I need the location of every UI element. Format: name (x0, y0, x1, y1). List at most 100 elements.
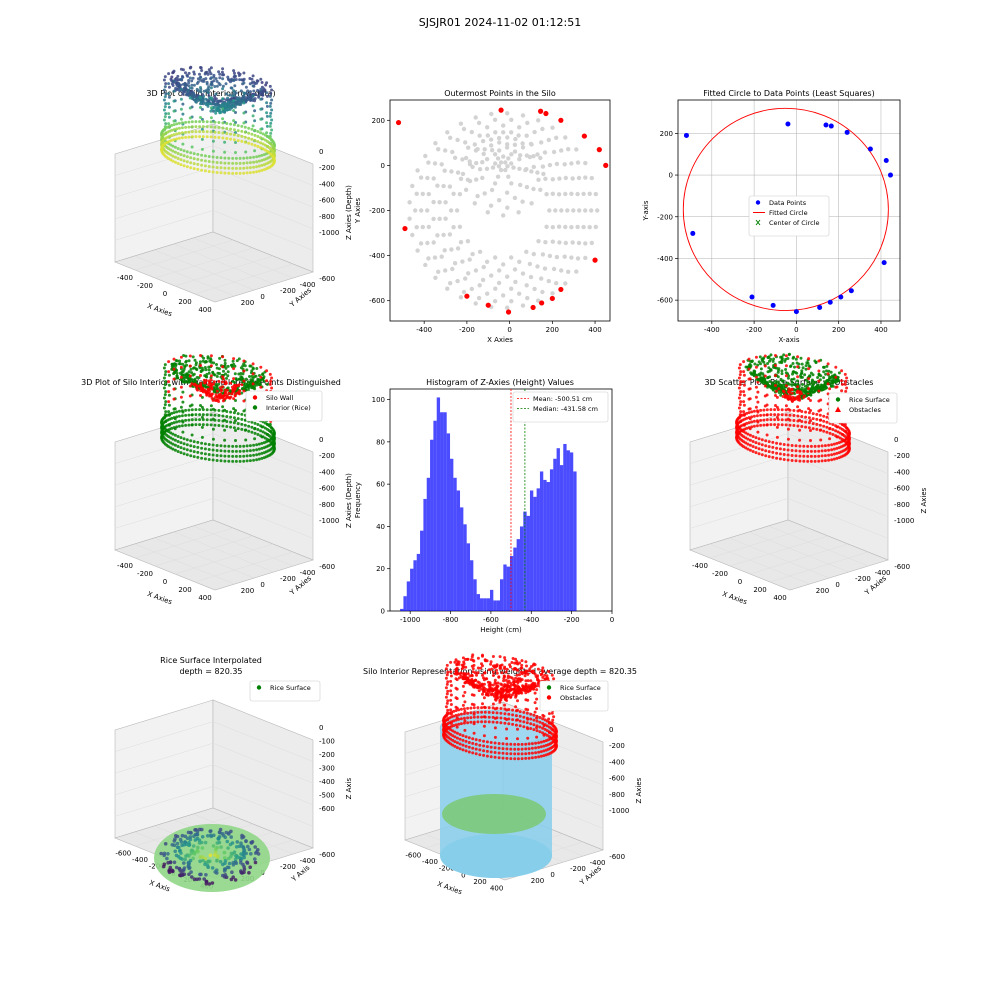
x-axis-label: X Axies (436, 880, 463, 896)
inner-point (482, 191, 487, 196)
wall-point (207, 155, 211, 158)
inner-point (505, 205, 510, 210)
wall-point (817, 389, 821, 393)
outer-point (596, 147, 602, 153)
wall-point (194, 125, 198, 129)
inner-point (501, 123, 506, 128)
panel-title: Fitted Circle to Data Points (Least Squa… (703, 89, 874, 98)
inner-point (439, 162, 444, 167)
wall-point (800, 425, 804, 428)
inner-point (414, 225, 419, 230)
wall-point (221, 405, 225, 409)
wall-point (184, 130, 188, 134)
wall-point (171, 144, 175, 148)
inner-point (488, 203, 494, 208)
interior-point (203, 360, 207, 364)
wall-point (200, 163, 204, 167)
wall-point (259, 375, 263, 379)
interior-point (793, 365, 796, 369)
wall-point (223, 444, 227, 448)
wall-point (172, 377, 176, 381)
inner-point (469, 129, 474, 135)
wall-point (255, 155, 259, 159)
wall-point (250, 420, 254, 424)
wall-point (831, 428, 835, 431)
wall-point (497, 756, 501, 760)
wall-point (474, 738, 478, 742)
inner-point (569, 191, 574, 196)
x-tick-label: -400 (416, 326, 432, 334)
interior-point (190, 79, 194, 83)
inner-point (556, 224, 562, 229)
x-axis-label: X Axies (146, 302, 173, 318)
interior-point (214, 77, 218, 81)
interior-point (477, 689, 481, 693)
interior-point (495, 671, 499, 675)
wall-point (746, 447, 750, 451)
histogram-bar (416, 553, 421, 611)
wall-point (497, 742, 501, 745)
inner-point (418, 175, 424, 180)
wall-point (238, 459, 242, 463)
surface-point (212, 853, 217, 857)
interior-point (192, 83, 196, 87)
interior-point (781, 383, 785, 387)
wall-point (209, 354, 213, 358)
wall-point (162, 98, 166, 102)
wall-point (196, 157, 200, 161)
wall-point (187, 413, 191, 417)
wall-point (265, 91, 269, 95)
x-tick-label: -200 (439, 865, 455, 873)
wall-point (530, 742, 534, 746)
inner-point (489, 148, 495, 153)
inner-point (452, 155, 458, 160)
wall-point (840, 369, 844, 373)
inner-point (488, 137, 494, 142)
wall-point (227, 459, 231, 463)
wall-point (172, 397, 176, 401)
wall-point (827, 448, 831, 452)
wall-point (458, 733, 462, 736)
x-tick-label: 200 (178, 298, 191, 306)
interior-point (493, 681, 497, 684)
interior-point (536, 678, 539, 682)
interior-point (214, 111, 218, 115)
interior-point (248, 82, 252, 86)
inner-point (493, 130, 498, 135)
wall-point (163, 383, 167, 387)
wall-point (476, 715, 480, 719)
interior-point (780, 372, 784, 376)
surface-point (226, 846, 230, 850)
figure-suptitle: SJSJR01 2024-11-02 01:12:51 (418, 16, 582, 29)
interior-point (473, 685, 477, 688)
wall-point (471, 746, 475, 750)
wall-point (541, 666, 545, 670)
interior-point (255, 383, 259, 387)
wall-point (835, 456, 839, 460)
interior-point (188, 91, 192, 95)
wall-point (472, 711, 476, 715)
inner-point (473, 148, 479, 153)
wall-point (188, 404, 192, 408)
outer-point (543, 110, 549, 117)
z-tick-label: 0 (319, 148, 323, 156)
surface-point (182, 866, 187, 870)
inner-point (436, 147, 441, 152)
wall-point (775, 456, 779, 460)
wall-point (796, 405, 800, 409)
wall-point (209, 86, 213, 90)
interior-point (206, 87, 210, 91)
interior-point (464, 665, 468, 669)
x-tick-label: 0 (794, 326, 798, 334)
inner-point (492, 117, 498, 123)
inner-point (423, 153, 428, 159)
wall-point (167, 82, 171, 86)
wall-point (767, 445, 771, 449)
histogram-bar (440, 412, 444, 611)
inner-point (492, 152, 498, 157)
wall-point (172, 109, 176, 113)
wall-point (187, 418, 191, 422)
interior-point (214, 92, 218, 96)
wall-point (211, 453, 215, 457)
x-axis-label: X Axies (146, 590, 173, 606)
